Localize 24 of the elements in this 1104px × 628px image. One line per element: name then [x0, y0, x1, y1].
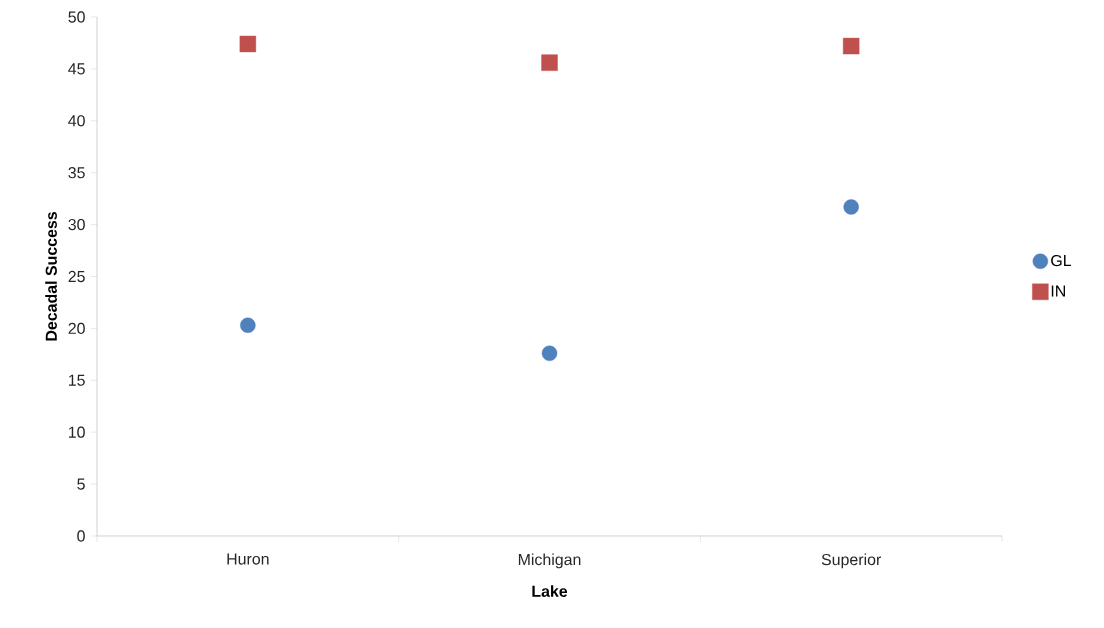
point	[541, 54, 558, 71]
y-tick-label: 25	[68, 270, 85, 283]
y-tick-label: 15	[68, 374, 85, 386]
y-tick-label: 35	[68, 167, 85, 179]
point	[842, 37, 860, 55]
x-tick-label: Michigan	[518, 553, 581, 569]
point	[239, 35, 257, 53]
y-tick-label: 10	[68, 426, 85, 438]
x-tick-label: Superior	[821, 553, 882, 569]
point	[541, 345, 558, 361]
y-tick-label: 30	[68, 218, 85, 231]
x-tick-label: Huron	[227, 553, 269, 565]
y-tick-label: 50	[68, 11, 85, 23]
point	[843, 199, 859, 215]
y-tick-label: 40	[68, 115, 85, 127]
x-axis-title: Lake	[532, 585, 568, 597]
y-tick-label: 45	[68, 63, 85, 75]
y-tick-label: 5	[77, 478, 85, 490]
point	[240, 317, 256, 333]
legend-label: IN	[1051, 285, 1065, 297]
y-axis-title: Decadal Success	[45, 212, 57, 341]
legend-label: GL	[1051, 254, 1072, 267]
y-tick-label: 0	[77, 530, 85, 542]
y-tick-label: 20	[68, 322, 85, 335]
